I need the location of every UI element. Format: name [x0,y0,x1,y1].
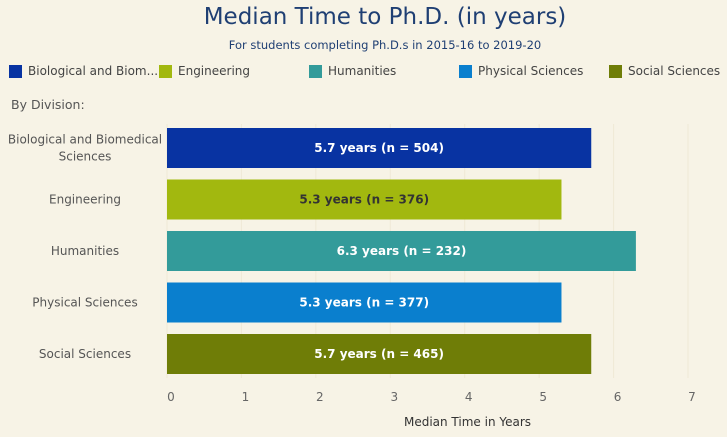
x-tick-label: 4 [465,390,473,404]
legend-swatch [309,64,322,78]
legend-item-biological[interactable]: Biological and Biom... [9,62,158,80]
chart-title: Median Time to Ph.D. (in years) [203,4,567,30]
x-tick-label: 3 [390,390,398,404]
legend-swatch [609,64,622,78]
legend-label: Physical Sciences [478,64,584,78]
x-tick-label: 2 [316,390,324,404]
bar-data-label: 5.7 years (n = 504) [314,141,444,155]
legend-label: Biological and Biom... [28,64,159,78]
legend-swatch [9,64,22,78]
chart-subtitle: For students completing Ph.D.s in 2015-1… [228,38,542,52]
legend-label: Humanities [328,64,397,78]
bar[interactable] [167,128,592,168]
x-tick-label: 6 [614,390,622,404]
section-label: By Division: [11,97,85,112]
x-tick-label: 0 [167,390,175,404]
legend-item-engineering[interactable]: Engineering [159,62,250,80]
x-tick-label: 1 [242,390,250,404]
x-axis-label: Median Time in Years [404,415,531,429]
legend-item-physical-sciences[interactable]: Physical Sciences [459,62,583,80]
category-label: Humanities [51,244,119,258]
bar-data-label: 5.7 years (n = 465) [314,347,444,361]
x-tick-label: 7 [688,390,696,404]
bar[interactable] [167,179,562,220]
legend-label: Engineering [178,64,250,78]
category-label: Physical Sciences [32,296,137,310]
legend-label: Social Sciences [628,64,721,78]
legend-swatch [459,64,472,78]
bar[interactable] [167,282,562,323]
legend-swatch [159,64,172,78]
category-label: Social Sciences [39,347,131,361]
legend-item-humanities[interactable]: Humanities [309,62,396,80]
x-tick-label: 5 [539,390,547,404]
bar-data-label: 5.3 years (n = 377) [299,296,429,310]
bar-data-label: 6.3 years (n = 232) [337,244,467,258]
bar[interactable] [167,231,636,271]
bar-data-label: 5.3 years (n = 376) [299,193,429,207]
category-label: Engineering [49,193,121,207]
bar[interactable] [167,334,592,374]
category-label: Biological and Biomedical Sciences [8,133,162,164]
legend: Biological and Biom... Engineering Human… [0,62,727,80]
legend-item-social-sciences[interactable]: Social Sciences [609,62,720,80]
